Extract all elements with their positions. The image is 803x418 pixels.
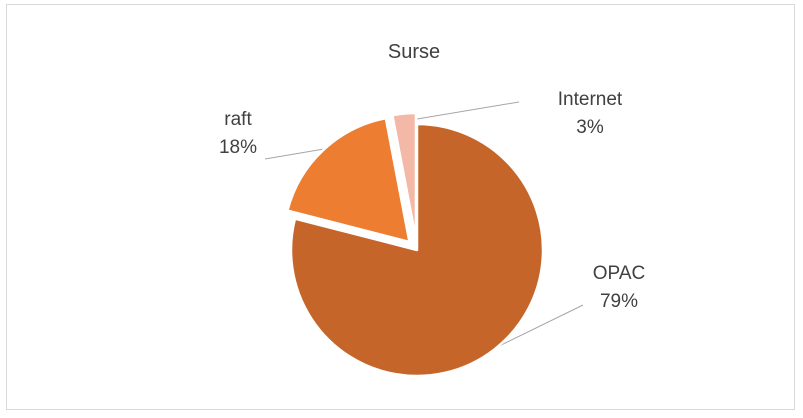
data-label-percent-internet: 3% <box>576 117 604 138</box>
data-label-name-internet: Internet <box>558 89 623 110</box>
leader-line-raft <box>264 148 325 160</box>
data-label-name-opac: OPAC <box>593 263 645 284</box>
chart-frame: Surse OPAC 79% raft 18% Internet 3% <box>6 4 795 410</box>
pie-slice-raft <box>286 116 411 244</box>
data-label-percent-raft: 18% <box>219 137 257 158</box>
data-labels: OPAC 79% raft 18% Internet 3% <box>219 89 645 312</box>
pie-slice-internet <box>391 111 418 241</box>
pie-slice-opac <box>289 122 545 378</box>
leader-line-opac <box>492 304 584 350</box>
leader-line-internet <box>410 101 520 121</box>
data-label-percent-opac: 79% <box>600 291 638 312</box>
leader-lines <box>264 101 584 350</box>
chart-title: Surse <box>388 41 440 63</box>
data-label-name-raft: raft <box>224 109 252 130</box>
pie-slices <box>286 111 545 378</box>
pie-chart: Surse OPAC 79% raft 18% Internet 3% <box>219 41 645 378</box>
